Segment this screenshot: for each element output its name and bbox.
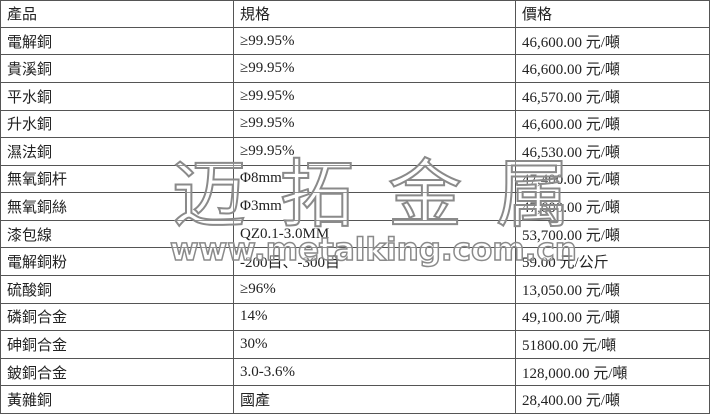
spec-cell: 14%: [233, 302, 516, 332]
spec-cell: Φ8mm: [233, 164, 516, 194]
product-cell: 電解銅粉: [0, 247, 234, 276]
table-row: 無氧銅絲 Φ3mm 47,600.00 元/噸: [0, 192, 710, 221]
spec-cell: 3.0-3.6%: [233, 357, 516, 387]
price-cell: 13,050.00 元/噸: [515, 275, 710, 304]
product-cell: 硫酸銅: [0, 275, 234, 304]
spec-cell: ≥99.95%: [233, 26, 516, 56]
product-cell: 砷銅合金: [0, 330, 234, 359]
product-cell: 無氧銅絲: [0, 192, 234, 221]
price-cell: 46,600.00 元/噸: [515, 26, 710, 56]
table-row: 無氧銅杆 Φ8mm 47,400.00 元/噸: [0, 164, 710, 194]
product-cell: 黃雜銅: [0, 385, 234, 414]
price-cell: 47,400.00 元/噸: [515, 164, 710, 194]
product-cell: 無氧銅杆: [0, 164, 234, 194]
column-header: 規格: [233, 0, 516, 28]
header-row: 產品 規格 價格: [0, 0, 710, 28]
product-cell: 鈹銅合金: [0, 357, 234, 387]
price-cell: 128,000.00 元/噸: [515, 357, 710, 387]
table-row: 黃雜銅 國產 28,400.00 元/噸: [0, 385, 710, 414]
spec-cell: 國產: [233, 385, 516, 414]
price-cell: 47,600.00 元/噸: [515, 192, 710, 221]
table-row: 硫酸銅 ≥96% 13,050.00 元/噸: [0, 275, 710, 304]
product-cell: 貴溪銅: [0, 54, 234, 83]
table-row: 貴溪銅 ≥99.95% 46,600.00 元/噸: [0, 54, 710, 83]
table-row: 漆包線 QZ0.1-3.0MM 53,700.00 元/噸: [0, 219, 710, 249]
product-cell: 漆包線: [0, 219, 234, 249]
table-row: 濕法銅 ≥99.95% 46,530.00 元/噸: [0, 137, 710, 166]
price-cell: 46,600.00 元/噸: [515, 54, 710, 83]
spec-cell: QZ0.1-3.0MM: [233, 219, 516, 249]
table-row: 平水銅 ≥99.95% 46,570.00 元/噸: [0, 81, 710, 111]
price-cell: 46,600.00 元/噸: [515, 109, 710, 139]
price-cell: 51800.00 元/噸: [515, 330, 710, 359]
product-cell: 濕法銅: [0, 137, 234, 166]
price-cell: 53,700.00 元/噸: [515, 219, 710, 249]
table-row: 電解銅粉 -200目、-300目 59.00 元/公斤: [0, 247, 710, 276]
spec-cell: ≥99.95%: [233, 81, 516, 111]
table-row: 電解銅 ≥99.95% 46,600.00 元/噸: [0, 26, 710, 56]
spec-cell: ≥99.95%: [233, 137, 516, 166]
column-header: 產品: [0, 0, 234, 28]
spec-cell: 30%: [233, 330, 516, 359]
spec-cell: -200目、-300目: [233, 247, 516, 276]
product-cell: 平水銅: [0, 81, 234, 111]
product-cell: 升水銅: [0, 109, 234, 139]
spec-cell: Φ3mm: [233, 192, 516, 221]
table-row: 升水銅 ≥99.95% 46,600.00 元/噸: [0, 109, 710, 139]
spec-cell: ≥96%: [233, 275, 516, 304]
table-row: 鈹銅合金 3.0-3.6% 128,000.00 元/噸: [0, 357, 710, 387]
product-cell: 電解銅: [0, 26, 234, 56]
table-row: 磷銅合金 14% 49,100.00 元/噸: [0, 302, 710, 332]
price-cell: 28,400.00 元/噸: [515, 385, 710, 414]
price-cell: 46,530.00 元/噸: [515, 137, 710, 166]
price-cell: 59.00 元/公斤: [515, 247, 710, 276]
column-header: 價格: [515, 0, 710, 28]
product-cell: 磷銅合金: [0, 302, 234, 332]
table-row: 砷銅合金 30% 51800.00 元/噸: [0, 330, 710, 359]
price-cell: 46,570.00 元/噸: [515, 81, 710, 111]
price-cell: 49,100.00 元/噸: [515, 302, 710, 332]
spec-cell: ≥99.95%: [233, 109, 516, 139]
spec-cell: ≥99.95%: [233, 54, 516, 83]
